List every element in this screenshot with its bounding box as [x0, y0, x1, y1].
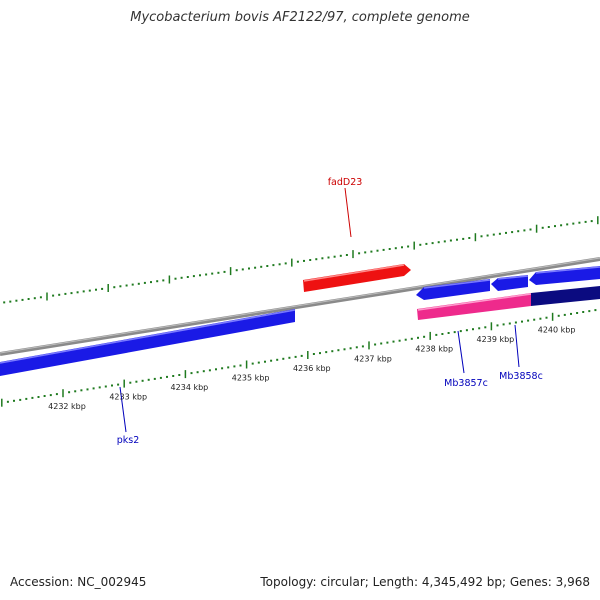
tick-label-8: 4240 kbp [538, 326, 576, 335]
gene-fadD23[interactable] [303, 264, 411, 292]
gene-right-arrow-highlight [535, 266, 600, 274]
gene-pks2-highlight [0, 309, 296, 364]
gene-Mb3857c-arrow[interactable] [416, 279, 490, 300]
tick-label-7: 4239 kbp [477, 335, 515, 344]
outer-tick-ring [3, 216, 599, 304]
gene-fadD23-highlight [303, 264, 405, 282]
tick-labels: 4232 kbp 4233 kbp 4234 kbp 4235 kbp 4236 kbp… [48, 326, 575, 411]
map-title: Mycobacterium bovis AF2122/97, complete … [130, 10, 470, 25]
tick-label-1: 4233 kbp [109, 392, 147, 401]
genome-backbone-highlight [0, 257, 600, 354]
tick-label-6: 4238 kbp [415, 345, 453, 354]
tick-label-4: 4236 kbp [293, 364, 331, 373]
tick-label-0: 4232 kbp [48, 402, 86, 411]
genome-backbone [0, 257, 600, 356]
pks2-leader [119, 386, 127, 433]
Mb3858c-label[interactable]: Mb3858c [499, 371, 543, 382]
gene-Mb3857c-bar-highlight [417, 293, 532, 311]
genome-summary-text: Topology: circular; Length: 4,345,492 bp… [260, 575, 590, 589]
inner-tick-ring [1, 309, 597, 407]
fadD23-label[interactable]: fadD23 [328, 177, 363, 188]
pks2-label[interactable]: pks2 [117, 435, 140, 446]
accession-text: Accession: NC_002945 [10, 575, 147, 589]
gene-labels: fadD23 pks2 Mb3857c Mb3858c [117, 177, 543, 446]
Mb3858c-leader [514, 324, 520, 368]
tick-label-5: 4237 kbp [354, 354, 392, 363]
gene-right-arrow[interactable] [529, 266, 600, 285]
gene-Mb3858c-arrow-highlight [497, 275, 529, 280]
tick-label-3: 4235 kbp [232, 373, 270, 382]
Mb3857c-leader [457, 330, 465, 374]
Mb3857c-label[interactable]: Mb3857c [444, 378, 488, 389]
gene-pks2[interactable] [0, 309, 295, 376]
tick-label-2: 4234 kbp [171, 383, 209, 392]
gene-Mb3857c-bar[interactable] [417, 293, 531, 320]
gene-dark-bar[interactable] [531, 286, 600, 306]
gene-Mb3857c-arrow-highlight [423, 279, 491, 289]
fadD23-leader [344, 187, 352, 238]
